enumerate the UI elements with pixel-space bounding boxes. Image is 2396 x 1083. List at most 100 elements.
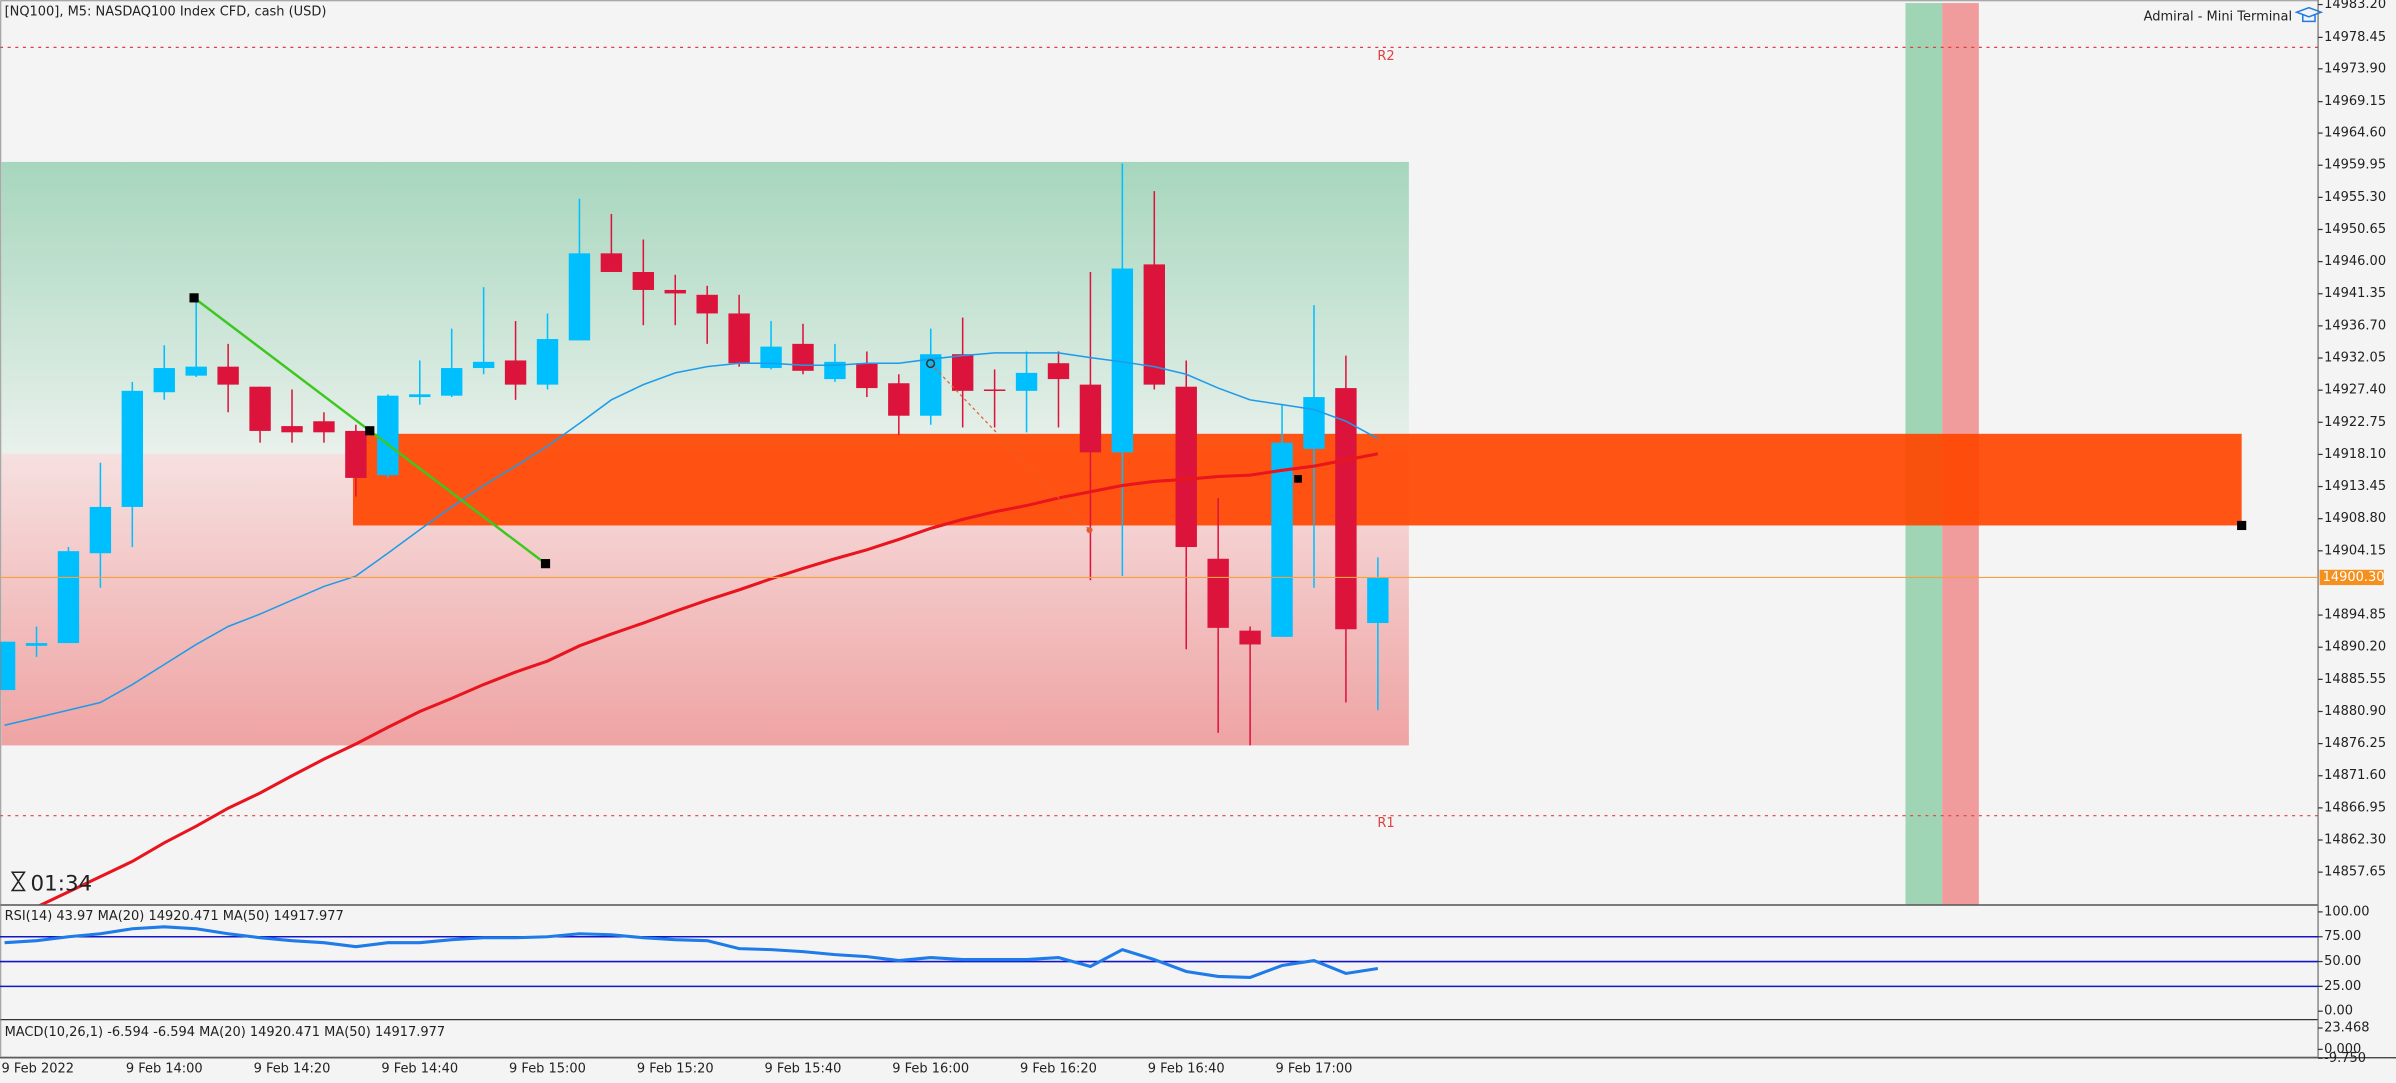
r2-label: R2: [1377, 49, 1394, 64]
trend-handle[interactable]: [365, 426, 375, 436]
current-price-tag: [2319, 569, 2384, 586]
y-tick-label: 14932.05: [2324, 351, 2386, 366]
candle-body: [57, 551, 80, 644]
current-price-label: 14900.30: [2323, 570, 2385, 585]
candle-body: [1271, 442, 1293, 637]
candle-body: [1111, 268, 1134, 453]
candle-body: [25, 643, 48, 646]
x-tick-label: 9 Feb 16:00: [892, 1062, 969, 1077]
candle-body: [1303, 397, 1325, 449]
marker: [1086, 526, 1093, 534]
y-tick-label: 14922.75: [2324, 415, 2386, 430]
y-tick-label: 14946.00: [2324, 254, 2386, 269]
candle-body: [281, 426, 303, 433]
marker: [926, 358, 936, 369]
y-tick-label: 14964.60: [2324, 126, 2386, 141]
y-tick-label: 14913.45: [2324, 479, 2386, 494]
y-tick-label: 0.000: [2324, 1042, 2361, 1057]
y-tick-label: 14880.90: [2324, 704, 2386, 719]
moving-average: [4, 352, 1379, 727]
x-tick-label: 9 Feb 17:00: [1276, 1062, 1353, 1077]
bar-timer: 01:34: [31, 871, 93, 896]
candle-body: [185, 366, 207, 376]
candle-body: [632, 271, 655, 290]
candle-body: [1175, 386, 1197, 548]
y-tick-label: 14857.65: [2324, 865, 2386, 880]
frame: [0, 0, 2319, 1058]
candle-body: [1367, 577, 1389, 624]
candle-body: [313, 421, 335, 433]
candle-body: [1239, 630, 1261, 645]
candle-body: [249, 386, 271, 431]
y-tick-label: 14918.10: [2324, 447, 2386, 462]
y-tick-label: 14983.20: [2324, 0, 2386, 12]
candle-body: [696, 294, 718, 314]
y-tick-label: 100.00: [2324, 904, 2369, 919]
y-tick-label: 14885.55: [2324, 672, 2386, 687]
candle-body: [504, 360, 527, 385]
indicator-title: MACD(10,26,1) -6.594 -6.594 MA(20) 14920…: [5, 1025, 446, 1040]
x-tick-label: 9 Feb 15:00: [509, 1062, 586, 1077]
candle-body: [888, 383, 910, 416]
trend-handle[interactable]: [189, 293, 199, 303]
rsi-line: [4, 925, 1379, 979]
candle-body: [1015, 372, 1038, 391]
y-tick-label: 14973.90: [2324, 61, 2386, 76]
x-tick-label: 9 Feb 15:40: [765, 1062, 842, 1077]
candle-body: [1335, 388, 1357, 630]
y-tick-label: 0.00: [2324, 1004, 2353, 1019]
candle-body: [856, 363, 878, 389]
y-tick-label: -9.750: [2324, 1051, 2366, 1066]
y-tick-label: 14936.70: [2324, 318, 2386, 333]
candle-body: [536, 339, 559, 385]
zone-handle[interactable]: [2237, 520, 2247, 531]
x-tick-label: 9 Feb 14:40: [381, 1062, 458, 1077]
y-tick-label: 25.00: [2324, 979, 2361, 994]
dotted-line: [930, 363, 1090, 531]
candle-body: [600, 253, 623, 272]
symbol-title: [NQ100], M5: NASDAQ100 Index CFD, cash (…: [5, 5, 327, 20]
candle-body: [760, 346, 782, 369]
candle-body: [792, 343, 814, 371]
candle-body: [1207, 558, 1229, 628]
y-tick-label: 14890.20: [2324, 640, 2386, 655]
moving-average: [38, 452, 1379, 905]
y-tick-label: 14927.40: [2324, 383, 2386, 398]
y-tick-label: 23.468: [2324, 1021, 2369, 1036]
marker: [1294, 475, 1302, 483]
candle-body: [1079, 384, 1102, 453]
y-tick-label: 14959.95: [2324, 158, 2386, 173]
y-tick-label: 14894.85: [2324, 608, 2386, 623]
hourglass-icon: [10, 871, 26, 892]
candle-body: [1047, 363, 1070, 380]
r1-label: R1: [1377, 816, 1394, 831]
y-tick-label: 14862.30: [2324, 833, 2386, 848]
candle-body: [89, 506, 112, 554]
x-tick-label: 9 Feb 16:40: [1148, 1062, 1225, 1077]
candle-body: [217, 366, 239, 385]
candle-body: [824, 361, 846, 380]
terminal-icon[interactable]: [2294, 6, 2324, 23]
y-tick-label: 14955.30: [2324, 190, 2386, 205]
y-tick-label: 14941.35: [2324, 286, 2386, 301]
candle-body: [121, 390, 144, 507]
x-tick-label: 9 Feb 14:20: [254, 1062, 331, 1077]
y-tick-label: 14904.15: [2324, 543, 2386, 558]
terminal-name: Admiral - Mini Terminal: [2144, 9, 2292, 24]
y-tick-label: 14876.25: [2324, 736, 2386, 751]
candle-body: [983, 389, 1006, 391]
trend-handle[interactable]: [540, 559, 551, 569]
x-tick-label: 9 Feb 2022: [2, 1062, 74, 1077]
candle-body: [1143, 264, 1165, 385]
x-tick-label: 9 Feb 16:20: [1020, 1062, 1097, 1077]
candle-body: [568, 253, 591, 341]
y-tick-label: 14978.45: [2324, 30, 2386, 45]
candle-body: [728, 313, 750, 364]
candles: [0, 163, 1389, 905]
candle-body: [472, 361, 495, 369]
candle-body: [440, 368, 463, 396]
candle-body: [377, 395, 399, 476]
x-tick-label: 9 Feb 15:20: [637, 1062, 714, 1077]
y-tick-label: 14969.15: [2324, 94, 2386, 109]
